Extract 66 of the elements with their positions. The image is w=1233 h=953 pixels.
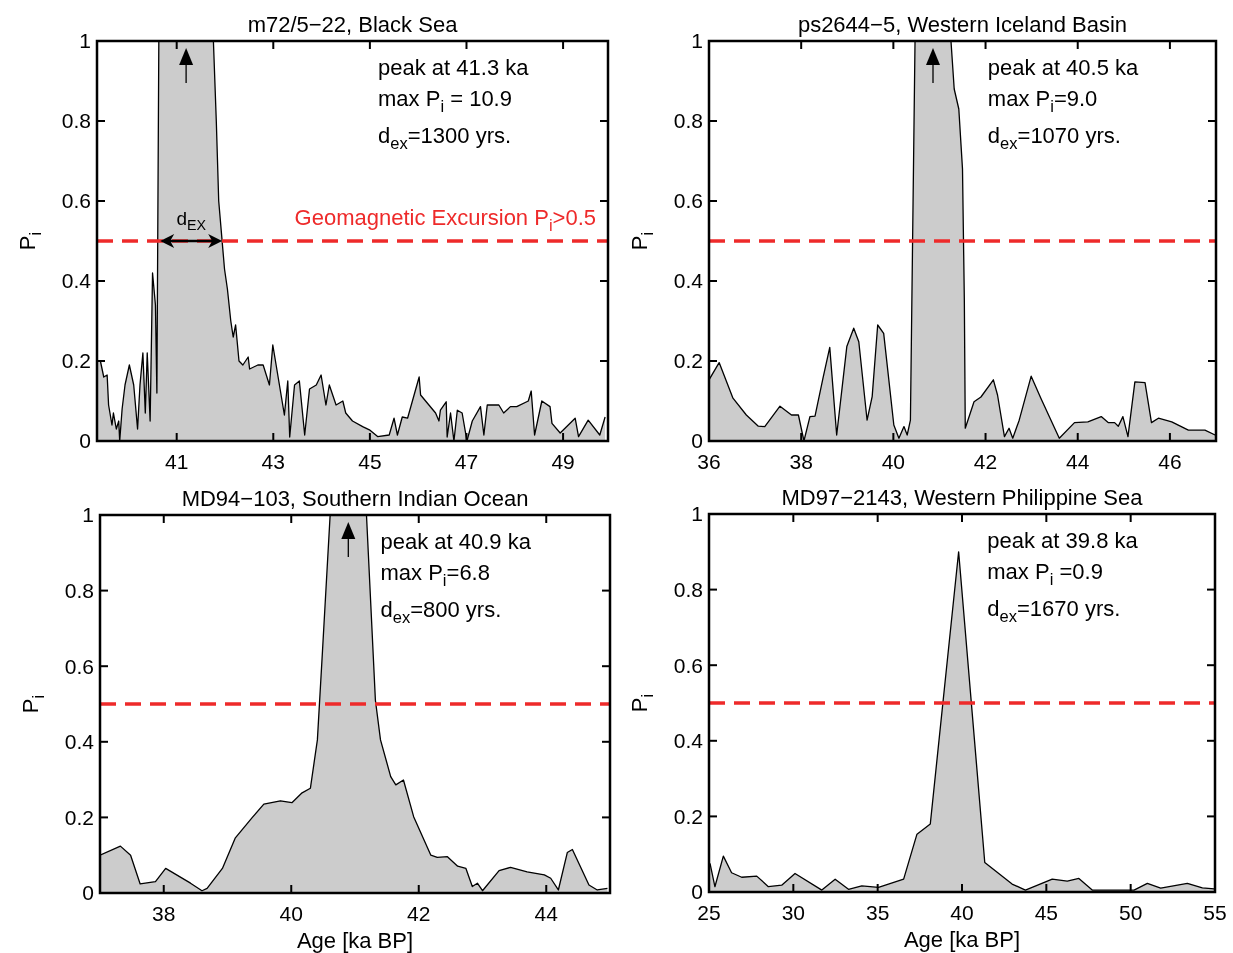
annotation: d$_{ex}$=800 yrs. xyxy=(380,597,502,626)
x-tick-label: 49 xyxy=(551,450,575,473)
annotation: peak at 39.8 ka xyxy=(987,528,1139,553)
y-tick-label: 0.8 xyxy=(673,577,703,601)
y-tick-label: 0.8 xyxy=(64,578,94,602)
y-tick-label: 0.8 xyxy=(673,109,703,133)
y-tick-label: 0.6 xyxy=(673,189,703,213)
y-tick-label: 1 xyxy=(79,29,91,53)
annotation: peak at 41.3 ka xyxy=(378,55,530,80)
annotation: d$_{ex}$=1300 yrs. xyxy=(378,123,512,152)
y-tick-label: 1 xyxy=(691,29,703,53)
y-tick-label: 0.2 xyxy=(673,804,703,828)
x-tick-label: 35 xyxy=(865,901,890,924)
y-tick-label: 1 xyxy=(82,503,94,527)
x-tick-label: 40 xyxy=(950,901,974,924)
annotation: d$_{ex}$=1070 yrs. xyxy=(987,123,1121,152)
x-tick-label: 42 xyxy=(973,450,998,473)
annotation: peak at 40.5 ka xyxy=(987,55,1140,80)
x-tick-label: 44 xyxy=(534,902,559,925)
x-tick-label: 42 xyxy=(407,902,431,925)
chart-title: m72/5−22, Black Sea xyxy=(247,12,459,37)
y-tick-label: 0.8 xyxy=(61,109,91,133)
x-tick-label: 40 xyxy=(881,450,906,473)
x-tick-label: 44 xyxy=(1066,450,1090,473)
annotation: max P$_{i}$ = 10.9 xyxy=(378,86,512,115)
x-tick-label: 45 xyxy=(1034,901,1059,924)
x-tick-label: 45 xyxy=(358,450,382,473)
x-tick-label: 40 xyxy=(279,902,303,925)
y-tick-label: 0 xyxy=(82,881,94,905)
y-tick-label: 0.2 xyxy=(64,805,94,829)
x-tick-label: 46 xyxy=(1158,450,1182,473)
y-tick-label: 0.4 xyxy=(673,729,704,753)
y-tick-label: 0.2 xyxy=(673,349,703,373)
x-tick-label: 41 xyxy=(165,450,189,473)
x-tick-label: 36 xyxy=(697,450,721,473)
x-tick-label: 30 xyxy=(781,901,806,924)
y-tick-label: 0.6 xyxy=(64,654,94,678)
y-tick-label: 0.4 xyxy=(64,730,95,754)
y-tick-label: 0 xyxy=(691,429,703,453)
annotation: d$_{EX}$ xyxy=(176,208,207,233)
annotation: max P$_{i}$=9.0 xyxy=(987,86,1098,115)
annotation: peak at 40.9 ka xyxy=(380,529,532,554)
y-tick-label: 0 xyxy=(79,429,91,453)
chart-title: MD97−2143, Western Philippine Sea xyxy=(781,485,1144,510)
x-tick-label: 38 xyxy=(789,450,813,473)
ref-line-label: Geomagnetic Excursion P$_{i}$>0.5 xyxy=(294,205,596,234)
chart-title: ps2644−5, Western Iceland Basin xyxy=(797,12,1128,37)
x-tick-label: 55 xyxy=(1203,901,1227,924)
x-axis-title: Age [ka BP] xyxy=(903,927,1021,952)
annotation: d$_{ex}$=1670 yrs. xyxy=(987,596,1121,625)
y-tick-label: 1 xyxy=(691,502,703,526)
x-tick-label: 47 xyxy=(454,450,479,473)
y-tick-label: 0.2 xyxy=(61,349,91,373)
x-tick-label: 43 xyxy=(261,450,285,473)
x-tick-label: 25 xyxy=(697,901,721,924)
annotation: max P$_{i}$ =0.9 xyxy=(987,559,1103,588)
x-tick-label: 38 xyxy=(152,902,176,925)
chart-title: MD94−103, Southern Indian Ocean xyxy=(181,486,529,511)
y-tick-label: 0.4 xyxy=(673,269,704,293)
annotation: max P$_{i}$=6.8 xyxy=(380,560,490,589)
y-tick-label: 0 xyxy=(691,880,703,904)
x-tick-label: 50 xyxy=(1118,901,1143,924)
y-tick-label: 0.6 xyxy=(673,653,703,677)
x-axis-title: Age [ka BP] xyxy=(296,928,414,953)
y-tick-label: 0.6 xyxy=(61,189,91,213)
y-tick-label: 0.4 xyxy=(61,269,92,293)
